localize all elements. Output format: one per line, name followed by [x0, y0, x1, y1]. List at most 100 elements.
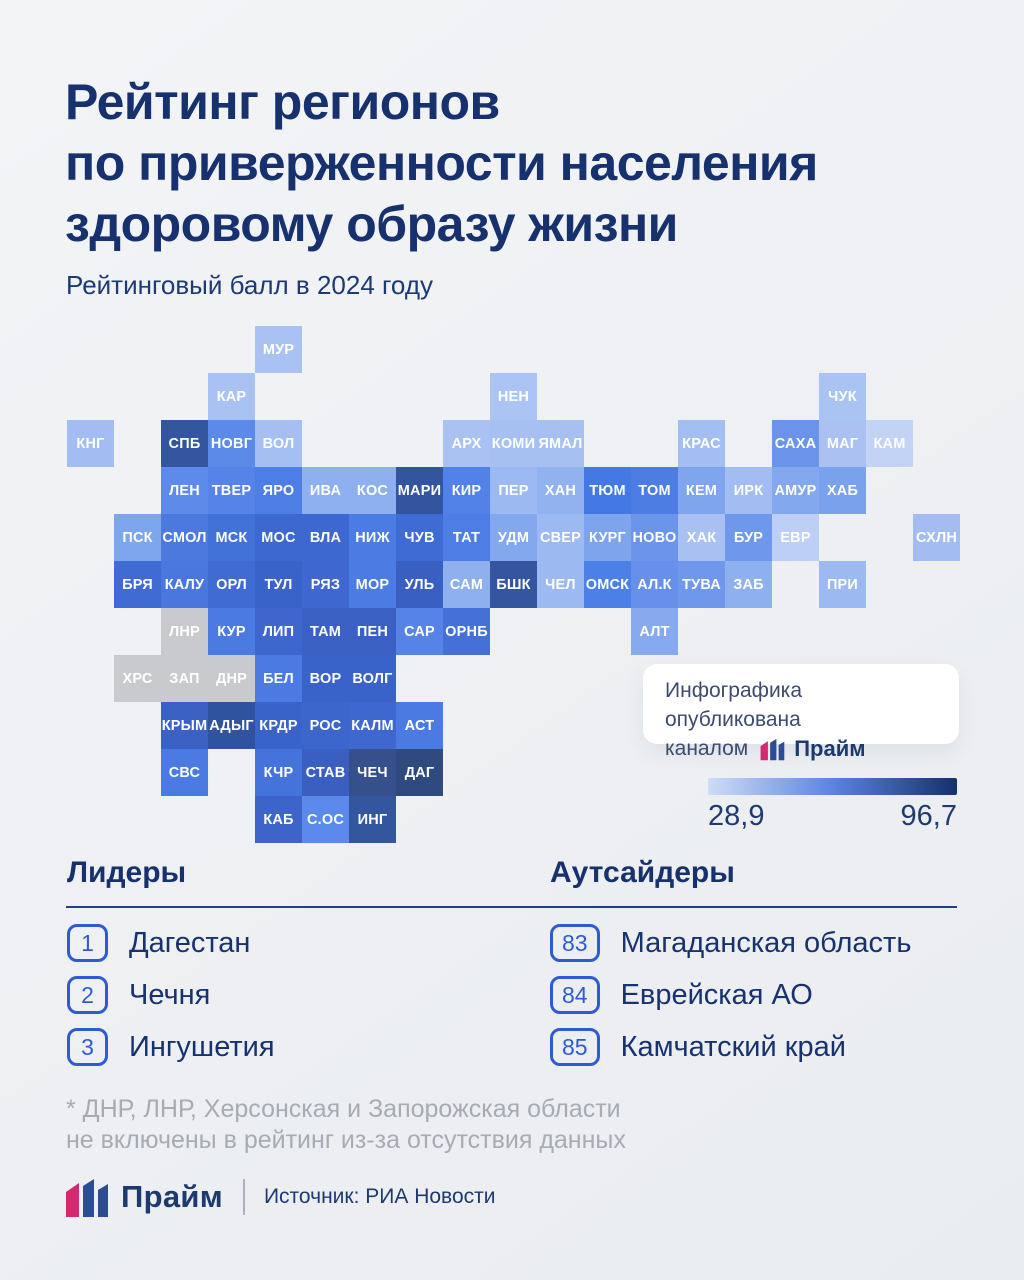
region-tile-КАЛМ: КАЛМ — [349, 702, 396, 749]
region-tile-ОРЛ: ОРЛ — [208, 561, 255, 608]
region-tile-ПРИ: ПРИ — [819, 561, 866, 608]
region-tile-ЧЕЛ: ЧЕЛ — [537, 561, 584, 608]
leaders-heading: Лидеры — [67, 856, 187, 889]
region-tile-САР: САР — [396, 608, 443, 655]
region-tile-БШК: БШК — [490, 561, 537, 608]
region-tile-ТВЕР: ТВЕР — [208, 467, 255, 514]
region-tile-АРХ: АРХ — [443, 420, 490, 467]
rank-number: 84 — [562, 981, 588, 1008]
page-title: Рейтинг регионов по приверженности насел… — [65, 72, 818, 255]
outsiders-list: 83 Магаданская область 84 Еврейская АО 8… — [550, 923, 970, 1067]
region-tile-ОМСК: ОМСК — [584, 561, 631, 608]
prime-logo-icon — [65, 1176, 111, 1218]
rank-badge: 1 — [67, 924, 108, 962]
region-name: Чечня — [129, 978, 211, 1011]
legend-gradient-bar — [708, 778, 957, 795]
region-tile-ИРК: ИРК — [725, 467, 772, 514]
region-tile-КУР: КУР — [208, 608, 255, 655]
region-tile-САМ: САМ — [443, 561, 490, 608]
region-tile-КЕМ: КЕМ — [678, 467, 725, 514]
title-line-3: здоровому образу жизни — [65, 196, 678, 252]
region-tile-КЧР: КЧР — [255, 749, 302, 796]
region-tile-КРДР: КРДР — [255, 702, 302, 749]
region-tile-ЯРО: ЯРО — [255, 467, 302, 514]
region-tile-САХА: САХА — [772, 420, 819, 467]
region-tile-РОС: РОС — [302, 702, 349, 749]
footer-brand-text: Прайм — [121, 1179, 223, 1214]
region-name: Камчатский край — [620, 1030, 846, 1063]
list-item: 2 Чечня — [67, 975, 517, 1015]
region-tile-ИВА: ИВА — [302, 467, 349, 514]
region-tile-ТУВА: ТУВА — [678, 561, 725, 608]
section-divider-line — [66, 906, 957, 908]
footnote: * ДНР, ЛНР, Херсонская и Запорожская обл… — [66, 1094, 626, 1156]
region-tile-ЧУВ: ЧУВ — [396, 514, 443, 561]
region-tile-ВОЛГ: ВОЛГ — [349, 655, 396, 702]
leaders-section: Лидеры 1 Дагестан 2 Чечня 3 Ингушетия — [67, 856, 517, 1079]
region-tile-ТЮМ: ТЮМ — [584, 467, 631, 514]
region-tile-ИНГ: ИНГ — [349, 796, 396, 843]
region-tile-СВС: СВС — [161, 749, 208, 796]
region-tile-ВЛА: ВЛА — [302, 514, 349, 561]
region-tile-МСК: МСК — [208, 514, 255, 561]
region-tile-БРЯ: БРЯ — [114, 561, 161, 608]
region-tile-ПСК: ПСК — [114, 514, 161, 561]
region-tile-ПЕР: ПЕР — [490, 467, 537, 514]
region-tile-УДМ: УДМ — [490, 514, 537, 561]
region-tile-ТАМ: ТАМ — [302, 608, 349, 655]
footnote-line-2: не включены в рейтинг из-за отсутствия д… — [66, 1126, 626, 1154]
rank-badge: 84 — [550, 976, 600, 1014]
rank-number: 83 — [562, 929, 588, 956]
region-tile-ТУЛ: ТУЛ — [255, 561, 302, 608]
region-tile-ХРС: ХРС — [114, 655, 161, 702]
legend-min-label: 28,9 — [708, 800, 765, 832]
region-tile-ЛНР: ЛНР — [161, 608, 208, 655]
region-tile-НЕН: НЕН — [490, 373, 537, 420]
region-tile-ХАК: ХАК — [678, 514, 725, 561]
region-tile-КАР: КАР — [208, 373, 255, 420]
region-tile-КУРГ: КУРГ — [584, 514, 631, 561]
rank-badge: 83 — [550, 924, 600, 962]
region-name: Дагестан — [129, 926, 251, 959]
region-tile-НОВО: НОВО — [631, 514, 678, 561]
region-tile-СХЛН: СХЛН — [913, 514, 960, 561]
region-tile-НОВГ: НОВГ — [208, 420, 255, 467]
prime-logo-icon — [760, 737, 786, 761]
rank-number: 85 — [562, 1033, 588, 1060]
region-tile-МОС: МОС — [255, 514, 302, 561]
list-item: 1 Дагестан — [67, 923, 517, 963]
region-tile-МУР: МУР — [255, 326, 302, 373]
region-name: Магаданская область — [620, 926, 912, 959]
region-tile-МОР: МОР — [349, 561, 396, 608]
rank-number: 2 — [81, 981, 94, 1008]
region-tile-ДАГ: ДАГ — [396, 749, 443, 796]
region-tile-СТАВ: СТАВ — [302, 749, 349, 796]
region-tile-АДЫГ: АДЫГ — [208, 702, 255, 749]
region-tile-КАМ: КАМ — [866, 420, 913, 467]
region-tile-ПЕН: ПЕН — [349, 608, 396, 655]
rank-number: 1 — [81, 929, 94, 956]
region-tile-МАГ: МАГ — [819, 420, 866, 467]
footnote-line-1: * ДНР, ЛНР, Херсонская и Запорожская обл… — [66, 1095, 621, 1123]
region-tile-КИР: КИР — [443, 467, 490, 514]
region-tile-АМУР: АМУР — [772, 467, 819, 514]
page-subtitle: Рейтинговый балл в 2024 году — [66, 270, 433, 300]
footer-divider — [242, 1179, 245, 1215]
rank-badge: 2 — [67, 976, 108, 1014]
region-tile-ЧЕЧ: ЧЕЧ — [349, 749, 396, 796]
rank-number: 3 — [81, 1033, 94, 1060]
region-tile-КРЫМ: КРЫМ — [161, 702, 208, 749]
region-tile-УЛЬ: УЛЬ — [396, 561, 443, 608]
region-tile-ТАТ: ТАТ — [443, 514, 490, 561]
region-tile-СВЕР: СВЕР — [537, 514, 584, 561]
region-tile-КАБ: КАБ — [255, 796, 302, 843]
prime-brand-text: Прайм — [794, 736, 866, 761]
region-tile-ДНР: ДНР — [208, 655, 255, 702]
region-tile-СМОЛ: СМОЛ — [161, 514, 208, 561]
title-line-2: по приверженности населения — [65, 135, 818, 191]
info-card: Инфографика опубликована каналом Прайм — [643, 664, 959, 761]
region-tile-ВОЛ: ВОЛ — [255, 420, 302, 467]
outsiders-heading: Аутсайдеры — [550, 856, 735, 889]
region-tile-БЕЛ: БЕЛ — [255, 655, 302, 702]
region-tile-СПБ: СПБ — [161, 420, 208, 467]
